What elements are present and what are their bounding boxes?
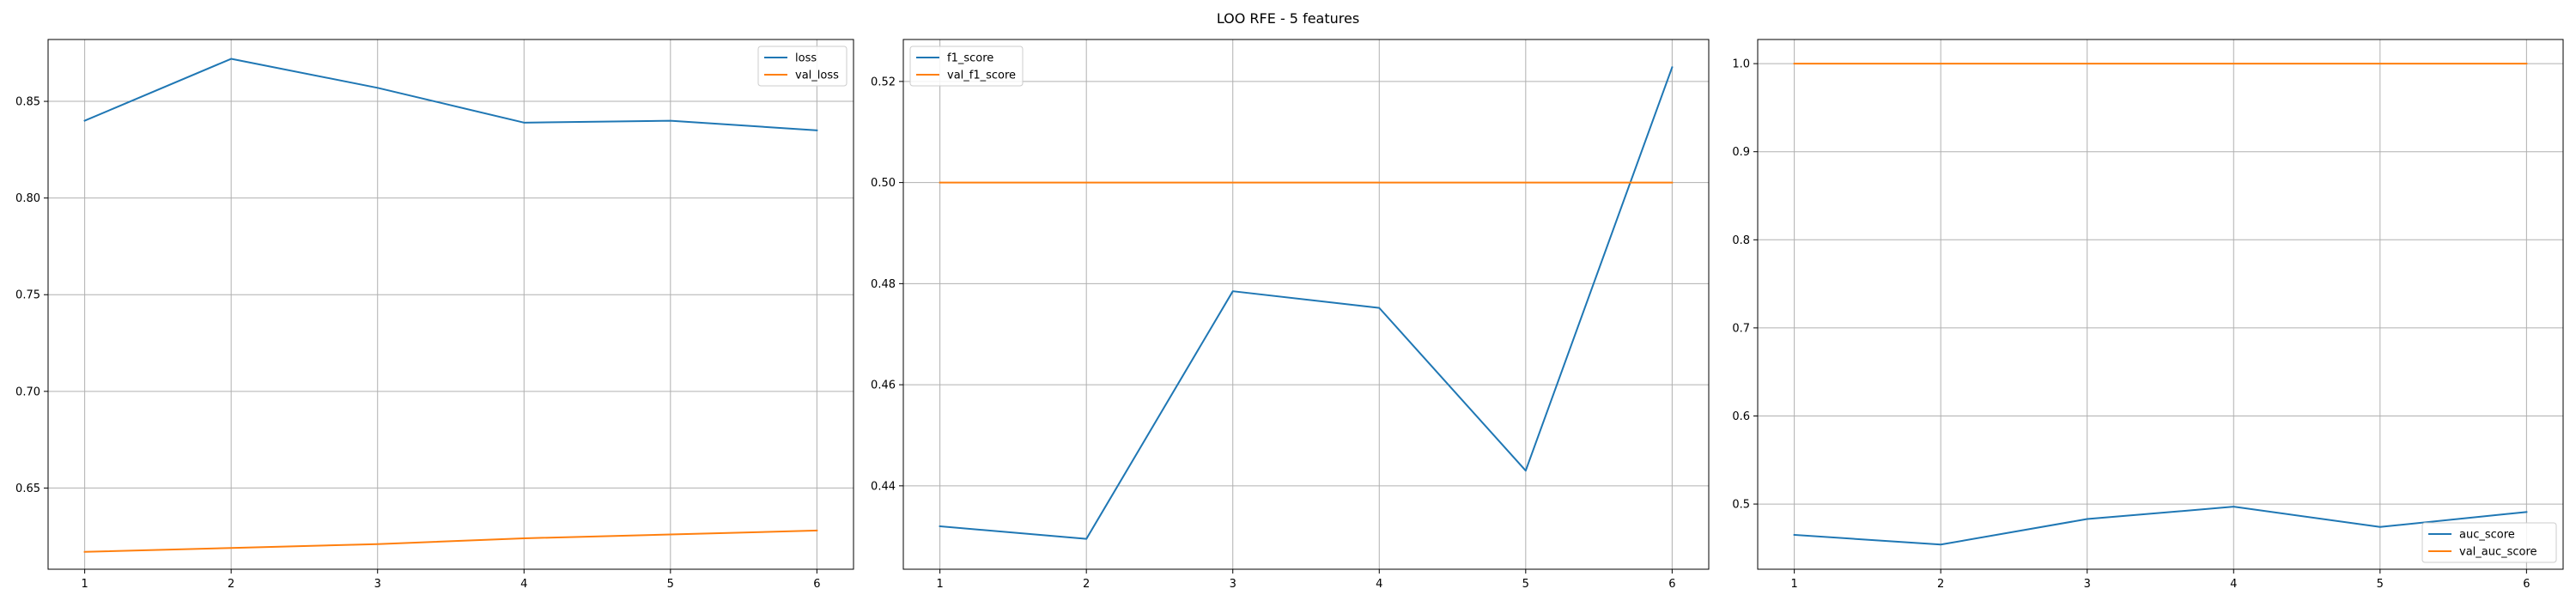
legend: f1_score val_f1_score: [909, 46, 1024, 87]
x-tick-label: 1: [936, 578, 943, 591]
x-tick-label: 6: [1668, 578, 1675, 591]
x-tick-label: 2: [1083, 578, 1090, 591]
y-tick-label: 0.6: [1732, 410, 1750, 423]
chart-panel-2: 1 2 3 4 5 6 0.44 0.46 0.48 0.50 0.52 f1_score val_f1…: [871, 39, 1710, 591]
axes-frame: [1757, 39, 2564, 570]
axes-frame: [902, 39, 1710, 570]
chart-panel-1: 1 2 3 4 5 6 0.65 0.70 0.75 0.80 0.85 loss val_loss: [15, 39, 854, 591]
y-tick-label: 0.75: [15, 289, 40, 302]
legend-box: [2421, 522, 2557, 563]
x-tick-label: 3: [2084, 578, 2091, 591]
series-line-f1_score: [939, 66, 1674, 540]
x-tick-label: 3: [1230, 578, 1236, 591]
y-tick-label: 1.0: [1732, 58, 1750, 71]
y-tick-label: 0.65: [15, 483, 40, 495]
figure-title: LOO RFE - 5 features: [1217, 10, 1359, 27]
x-tick-label: 6: [813, 578, 820, 591]
series-line-auc_score: [1793, 506, 2528, 546]
y-tick-label: 0.85: [15, 96, 40, 109]
y-tick-label: 0.52: [871, 76, 896, 88]
y-tick-label: 0.8: [1732, 234, 1750, 247]
y-tick-label: 0.80: [15, 192, 40, 205]
legend-label: loss: [795, 52, 817, 65]
x-tick-label: 4: [2230, 578, 2237, 591]
x-tick-label: 5: [2377, 578, 2384, 591]
x-tick-label: 1: [1790, 578, 1797, 591]
x-tick-label: 2: [1937, 578, 1944, 591]
legend: loss val_loss: [757, 46, 848, 87]
x-tick-label: 4: [1376, 578, 1382, 591]
y-tick-label: 0.9: [1732, 146, 1750, 159]
x-tick-label: 3: [374, 578, 381, 591]
legend-label: val_auc_score: [2459, 546, 2537, 559]
y-tick-label: 0.44: [871, 480, 896, 493]
y-tick-label: 0.5: [1732, 499, 1750, 512]
x-tick-label: 1: [81, 578, 88, 591]
x-tick-label: 5: [1522, 578, 1529, 591]
legend-label: val_loss: [795, 70, 839, 82]
y-tick-label: 0.7: [1732, 322, 1750, 335]
y-tick-label: 0.46: [871, 379, 896, 392]
x-tick-label: 6: [2523, 578, 2530, 591]
legend-label: auc_score: [2459, 529, 2515, 542]
series-line-loss: [83, 58, 818, 131]
legend: auc_score val_auc_score: [2421, 522, 2557, 563]
x-tick-label: 4: [520, 578, 527, 591]
y-tick-label: 0.48: [871, 278, 896, 291]
legend-label: f1_score: [947, 52, 993, 65]
y-tick-label: 0.70: [15, 385, 40, 398]
legend-label: val_f1_score: [947, 70, 1016, 82]
y-tick-label: 0.50: [871, 177, 896, 190]
axes-frame: [47, 39, 854, 570]
x-tick-label: 2: [228, 578, 234, 591]
x-tick-label: 5: [667, 578, 674, 591]
legend-box: [909, 46, 1024, 87]
chart-panel-3: 1 2 3 4 5 6 0.5 0.6 0.7 0.8 0.9 1.0 auc_score val_auc…: [1732, 39, 2564, 591]
series-line-val_loss: [83, 529, 818, 553]
legend-box: [757, 46, 848, 87]
